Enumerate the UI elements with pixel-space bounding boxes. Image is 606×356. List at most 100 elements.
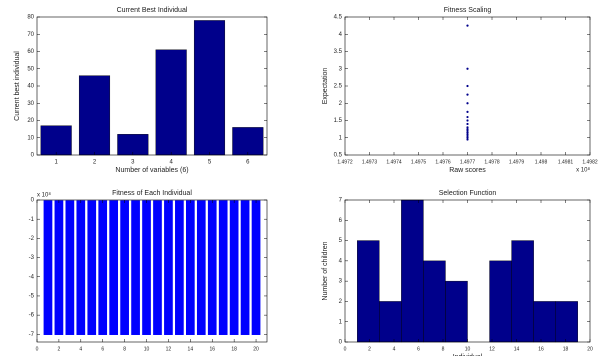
x-tick-label: 4 bbox=[79, 346, 82, 352]
y-tick-label: 10 bbox=[27, 135, 34, 141]
x-tick-label: 8 bbox=[123, 346, 126, 352]
scatter-point bbox=[466, 24, 469, 27]
y-tick-label: 0 bbox=[31, 198, 35, 204]
bar bbox=[174, 199, 185, 336]
y-tick-label: 4 bbox=[339, 32, 343, 38]
histogram-bar bbox=[423, 260, 446, 343]
scatter-point bbox=[466, 134, 469, 138]
x-tick-label: 1 bbox=[54, 160, 58, 166]
histogram-bar bbox=[379, 301, 402, 343]
bar bbox=[196, 199, 207, 336]
y-tick-label: -3 bbox=[29, 255, 35, 261]
y-tick-label: 0 bbox=[31, 153, 35, 159]
y-tick-label: -5 bbox=[29, 294, 35, 300]
y-tick-label: 1 bbox=[339, 319, 343, 325]
x-tick-label: 6 bbox=[101, 346, 104, 352]
y-tick-label: -6 bbox=[29, 313, 35, 319]
bar bbox=[229, 199, 240, 336]
x-tick-label: 1.4975 bbox=[411, 159, 427, 165]
y-tick-label: 6 bbox=[339, 218, 343, 224]
bar bbox=[240, 199, 251, 336]
scatter-point bbox=[466, 93, 469, 96]
histogram-bar bbox=[489, 260, 512, 343]
bar bbox=[155, 49, 187, 156]
x-tick-label: 1.498 bbox=[535, 159, 548, 165]
scatter-point bbox=[466, 129, 469, 132]
y-multiplier: x 10⁸ bbox=[37, 192, 51, 199]
axes-box bbox=[36, 199, 268, 343]
y-tick-label: 3 bbox=[339, 279, 343, 285]
x-tick-label: 0 bbox=[36, 346, 39, 352]
x-tick-label: 14 bbox=[188, 346, 194, 352]
bar bbox=[108, 199, 119, 336]
y-tick-label: 80 bbox=[27, 15, 34, 21]
chart-title: Selection Function bbox=[439, 190, 497, 197]
y-tick-label: 4.5 bbox=[334, 15, 343, 21]
x-tick-label: 12 bbox=[166, 346, 172, 352]
x-tick-label: 8 bbox=[442, 346, 445, 352]
scatter-point bbox=[466, 131, 469, 134]
x-tick-label: 0 bbox=[344, 346, 347, 352]
x-axis-label: Individual bbox=[453, 354, 483, 356]
x-axis-label: Number of variables (6) bbox=[115, 167, 188, 174]
x-tick-label: 6 bbox=[246, 160, 250, 166]
y-tick-label: 3 bbox=[339, 66, 343, 72]
histogram-bar bbox=[533, 301, 556, 343]
scatter-point bbox=[466, 119, 469, 122]
bar bbox=[130, 199, 141, 336]
y-tick-label: 5 bbox=[339, 238, 343, 244]
x-tick-label: 2 bbox=[58, 346, 61, 352]
x-tick-label: 1.4982 bbox=[582, 159, 598, 165]
y-tick-label: 7 bbox=[339, 198, 343, 204]
chart-title: Current Best Individual bbox=[117, 7, 188, 14]
y-axis-label: Current best individual bbox=[14, 51, 21, 121]
scatter-point bbox=[466, 136, 469, 139]
x-tick-label: 16 bbox=[538, 346, 544, 352]
x-tick-label: 10 bbox=[144, 346, 150, 352]
bar bbox=[232, 127, 264, 156]
y-tick-label: -1 bbox=[29, 217, 35, 223]
bar bbox=[218, 199, 229, 336]
bar bbox=[97, 199, 108, 336]
x-multiplier: x 10⁸ bbox=[576, 167, 590, 174]
x-tick-label: 1.4977 bbox=[460, 159, 476, 165]
x-tick-label: 3 bbox=[131, 160, 135, 166]
x-axis-label: Raw scores bbox=[449, 167, 486, 174]
x-tick-label: 1.4978 bbox=[484, 159, 500, 165]
bar bbox=[152, 199, 163, 336]
y-tick-label: 1 bbox=[339, 135, 343, 141]
bar bbox=[75, 199, 86, 336]
y-tick-label: -7 bbox=[29, 332, 35, 338]
scatter-point bbox=[466, 110, 469, 113]
scatter-point bbox=[466, 138, 469, 141]
y-tick-label: -2 bbox=[29, 236, 35, 242]
y-axis-label: Expectation bbox=[322, 68, 329, 105]
bar bbox=[163, 199, 174, 336]
y-tick-label: 2 bbox=[339, 101, 343, 107]
scatter-point bbox=[466, 126, 469, 129]
y-tick-label: 50 bbox=[27, 66, 34, 72]
x-tick-label: 20 bbox=[587, 346, 593, 352]
y-tick-label: 70 bbox=[27, 32, 34, 38]
chart-title: Fitness Scaling bbox=[444, 7, 492, 14]
bar bbox=[86, 199, 97, 336]
bar bbox=[78, 75, 111, 156]
histogram-bar bbox=[555, 301, 578, 343]
y-tick-label: 60 bbox=[27, 49, 34, 55]
x-tick-label: 2 bbox=[368, 346, 371, 352]
axes-background bbox=[37, 17, 267, 155]
bar bbox=[119, 199, 130, 336]
x-tick-label: 4 bbox=[393, 346, 396, 352]
x-tick-label: 20 bbox=[253, 346, 259, 352]
chart-title: Fitness of Each Individual bbox=[112, 190, 192, 197]
y-axis-label: Number of children bbox=[322, 241, 329, 300]
scatter-point bbox=[466, 122, 469, 126]
y-tick-label: 2 bbox=[339, 299, 343, 305]
x-tick-label: 14 bbox=[514, 346, 520, 352]
histogram-bar bbox=[401, 199, 424, 343]
x-tick-label: 1.4974 bbox=[386, 159, 402, 165]
x-tick-label: 4 bbox=[169, 160, 173, 166]
bar bbox=[117, 134, 149, 156]
